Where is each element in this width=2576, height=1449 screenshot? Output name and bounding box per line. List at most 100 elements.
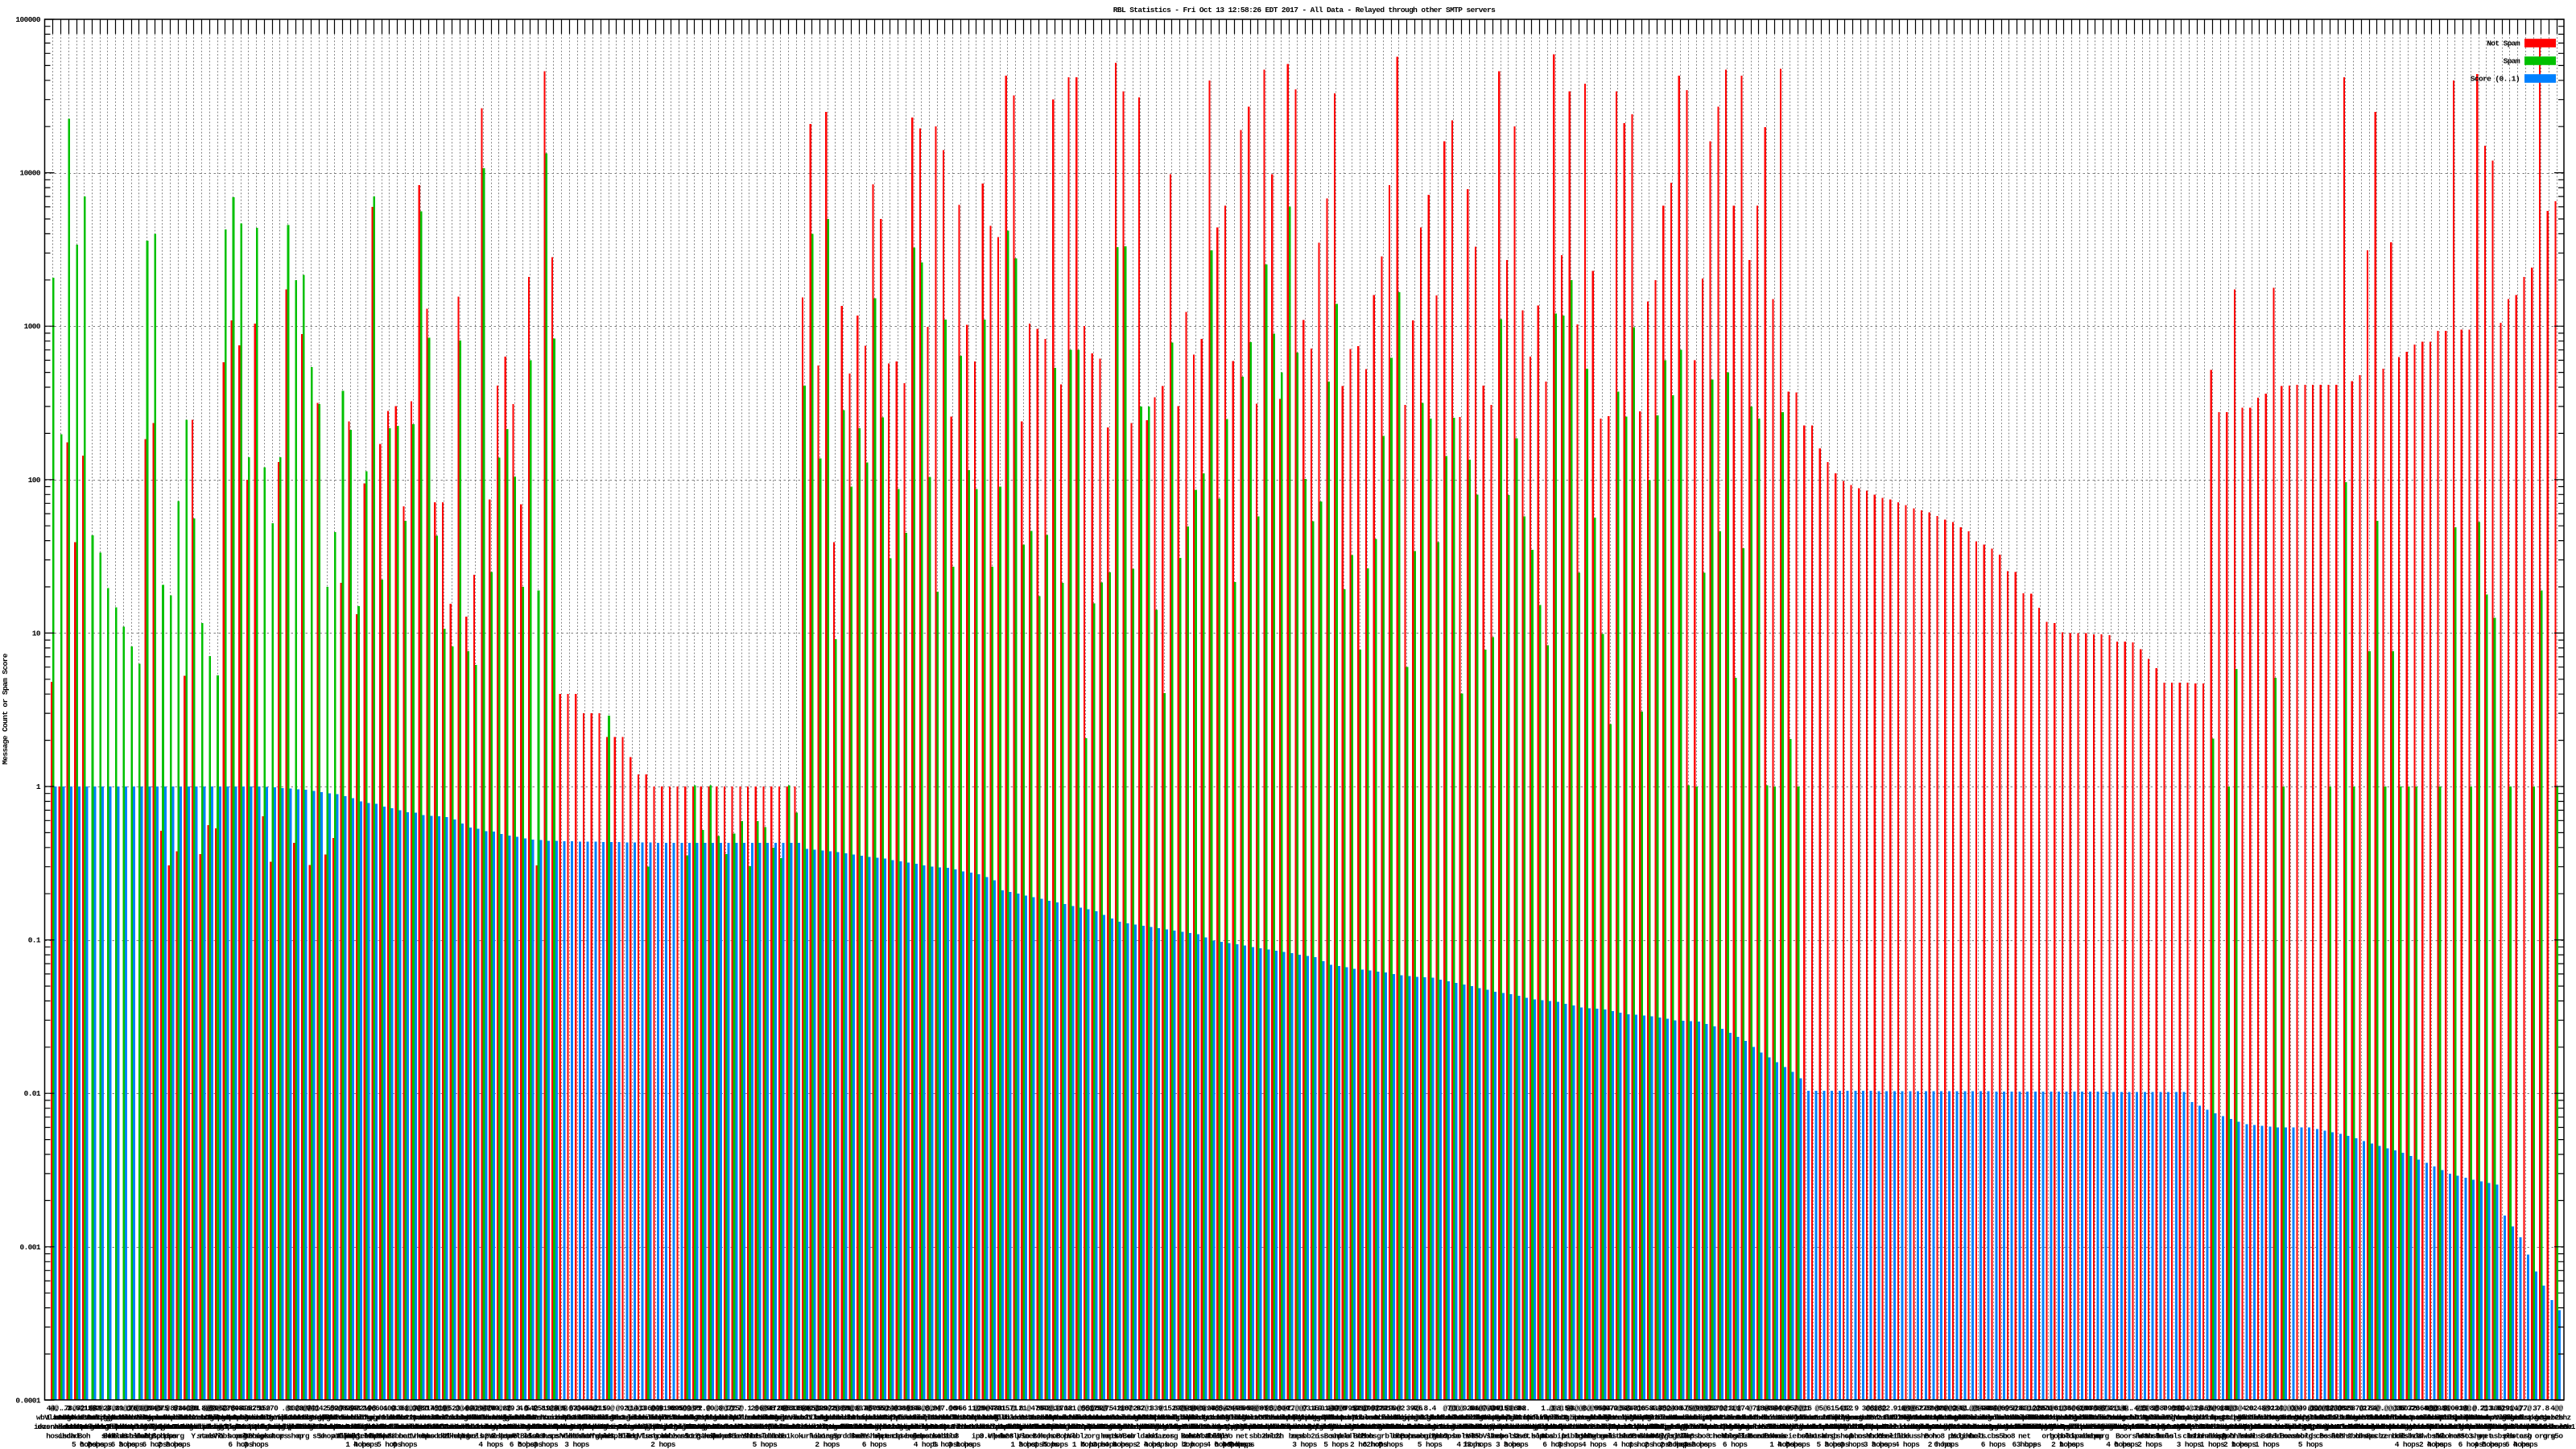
svg-text:bldld2: bldld2 xyxy=(1340,1432,1365,1441)
svg-text:sp2.bbanV: sp2.bbanV xyxy=(378,1432,416,1441)
svg-text:775.@2: 775.@2 xyxy=(1918,1404,1944,1413)
svg-text:chdad: chdad xyxy=(58,1432,79,1441)
svg-text:neldenchsb: neldenchsb xyxy=(2153,1422,2194,1431)
svg-text:sho: sho xyxy=(1330,1432,1343,1441)
svg-text:.@@@99: .@@@99 xyxy=(1965,1404,1991,1413)
svg-text:blhos1.: blhos1. xyxy=(1181,1414,1210,1422)
svg-text:9.2@87: 9.2@87 xyxy=(823,1404,848,1413)
svg-text:nsblieieldgewb: nsblieieldgewb xyxy=(1886,1422,1944,1431)
svg-text:grstur: grstur xyxy=(259,1432,285,1441)
svg-text:0.raenabisb: 0.raenabisb xyxy=(2511,1422,2557,1431)
svg-text:3 hops: 3 hops xyxy=(1824,1440,1850,1449)
svg-text:stkob1: stkob1 xyxy=(924,1432,950,1441)
svg-text:1.stb2zenb2wbie: 1.stb2zenb2wbie xyxy=(828,1422,890,1431)
svg-text:orb2sthowbbl: orb2sthowbbl xyxy=(1460,1414,1510,1422)
svg-text:2.Boorl: 2.Boorl xyxy=(1705,1414,1735,1422)
svg-text:@7@1: @7@1 xyxy=(303,1404,320,1413)
svg-text:orhodusVls: orhodusVls xyxy=(1526,1422,1568,1431)
svg-text:blenVlurg: blenVlurg xyxy=(621,1432,658,1441)
svg-text:endustsda: endustsda xyxy=(1732,1414,1770,1422)
svg-text:pso: pso xyxy=(993,1432,1006,1441)
svg-text:ch1.nsransgrasb: ch1.nsransgrasb xyxy=(1493,1422,1555,1431)
svg-text:bbzensb: bbzensb xyxy=(1619,1432,1649,1441)
svg-text:31571: 31571 xyxy=(997,1404,1018,1413)
svg-text:blkodats2.: blkodats2. xyxy=(650,1414,691,1422)
svg-text:701: 701 xyxy=(993,1404,1006,1413)
svg-text:ipldslVl: ipldslVl xyxy=(2141,1414,2175,1422)
svg-text:4 hops: 4 hops xyxy=(1456,1440,1482,1449)
svg-text:43@95: 43@95 xyxy=(1224,1404,1245,1413)
svg-text:org: org xyxy=(140,1432,153,1441)
svg-text:.95: .95 xyxy=(688,1404,701,1413)
svg-text:hhnechl: hhnechl xyxy=(109,1432,138,1441)
svg-text:7.@91: 7.@91 xyxy=(2163,1404,2184,1413)
svg-text:tszesbnsY.d: tszesbnsY.d xyxy=(242,1414,287,1422)
svg-text:ipurchlizeh: ipurchlizeh xyxy=(147,1414,193,1422)
svg-text:1.slBosls: 1.slBosls xyxy=(1724,1422,1762,1431)
svg-text:9@.72.: 9@.72. xyxy=(1597,1404,1622,1413)
svg-text:@40@: @40@ xyxy=(1773,1404,1790,1413)
svg-text:hop: hop xyxy=(1393,1432,1406,1441)
svg-text:1 hops: 1 hops xyxy=(2231,1440,2257,1449)
svg-text:b2nsneorwb: b2nsneorwb xyxy=(2466,1414,2508,1422)
svg-text:6 hops: 6 hops xyxy=(2458,1440,2484,1449)
svg-text:6 hops: 6 hops xyxy=(510,1440,535,1449)
svg-text:zegrchdatsorddd: zegrchdatsorddd xyxy=(2479,1422,2541,1431)
svg-text:3@@: 3@@ xyxy=(1862,1404,1875,1413)
svg-text:iptsneddspbldn: iptsneddspbldn xyxy=(251,1422,309,1431)
svg-text:472406: 472406 xyxy=(768,1404,794,1413)
svg-text:@080: @080 xyxy=(412,1404,429,1413)
svg-text:61541: 61541 xyxy=(1827,1404,1847,1413)
svg-text:urenslor0.: urenslor0. xyxy=(1972,1414,2013,1422)
svg-text:Boasbblds: Boasbblds xyxy=(2280,1432,2318,1441)
svg-text:@49192: @49192 xyxy=(650,1404,676,1413)
svg-text:wbchtsb1ddra1.: wbchtsb1ddra1. xyxy=(1503,1422,1560,1431)
svg-text:hhabipk: hhabipk xyxy=(2198,1432,2227,1441)
svg-text:en0.gezegel: en0.gezegel xyxy=(1712,1422,1758,1431)
svg-text:Bohhgriespdusbb: Bohhgriespdusbb xyxy=(1102,1422,1164,1431)
svg-text:4 hops: 4 hops xyxy=(1113,1440,1138,1449)
svg-text:3 hops: 3 hops xyxy=(1496,1440,1521,1449)
svg-text:ho8: ho8 xyxy=(1682,1432,1695,1441)
svg-text:1.geneY.gr: 1.geneY.gr xyxy=(1393,1414,1435,1422)
svg-text:isenhhBoBoddb10: isenhhBoBoddb10 xyxy=(1328,1422,1390,1431)
svg-text:sho: sho xyxy=(2190,1432,2203,1441)
svg-text:ip2.abips: ip2.abips xyxy=(199,1422,237,1431)
svg-text:ddslhhspspblab: ddslhhspspblab xyxy=(1463,1422,1521,1431)
svg-text:org: org xyxy=(2519,1432,2532,1441)
svg-text:bldorieldasb: bldorieldasb xyxy=(740,1422,790,1431)
svg-text:iskolisll: iskolisll xyxy=(1435,1422,1472,1431)
svg-text:542.19: 542.19 xyxy=(526,1404,551,1413)
svg-text:4 hops: 4 hops xyxy=(2427,1440,2453,1449)
svg-text:@@@: @@@ xyxy=(438,1404,451,1413)
svg-text:b1hhnegrorVl2: b1hhnegrorVl2 xyxy=(65,1422,119,1431)
svg-text:37.8: 37.8 xyxy=(2533,1404,2549,1413)
svg-text:.6@15@: .6@15@ xyxy=(72,1404,97,1413)
svg-text:bbhhBoBoani: bbhhBoBoani xyxy=(155,1422,201,1431)
svg-text:slurs: slurs xyxy=(238,1432,259,1441)
svg-text:ld2.abb1ip1.: ld2.abb1ip1. xyxy=(1194,1422,1243,1431)
svg-text:b2slVlc: b2slVlc xyxy=(1001,1432,1030,1441)
svg-text:zenhoszenhhb: zenhoszenhhb xyxy=(1984,1414,2034,1422)
svg-text:sbVlldY: sbVlldY xyxy=(571,1414,601,1422)
svg-text:stddipasbbb: stddipasbbb xyxy=(1032,1414,1078,1422)
svg-text:sbdusspisda: sbdusspisda xyxy=(679,1414,725,1422)
svg-text:5 hops: 5 hops xyxy=(932,1440,958,1449)
svg-text:.@64: .@64 xyxy=(944,1404,961,1413)
svg-text:0@533: 0@533 xyxy=(778,1404,799,1413)
svg-text:1 hops: 1 hops xyxy=(956,1440,981,1449)
svg-text:isliornegr: isliornegr xyxy=(2426,1422,2468,1431)
svg-text:anipY.gege3.: anipY.gege3. xyxy=(2477,1414,2526,1422)
svg-text:.@1: .@1 xyxy=(281,1404,294,1413)
svg-text:bldVlb2zensbld: bldVlb2zensbld xyxy=(1769,1422,1827,1431)
svg-text:b1b2wbgel: b1b2wbgel xyxy=(1575,1432,1613,1441)
svg-text:gewbabspwbc: gewbabspwbc xyxy=(1533,1422,1579,1431)
svg-text:hhb1sbld0: hhb1sbld0 xyxy=(848,1414,886,1422)
svg-text:dabbipddc: dabbipddc xyxy=(136,1432,174,1441)
svg-text:ipgrldie: ipgrldie xyxy=(318,1414,352,1422)
svg-text:Y.ip3.nsbl: Y.ip3.nsbl xyxy=(1612,1414,1654,1422)
svg-text:anipt: anipt xyxy=(332,1432,353,1441)
svg-text:geasbabda1.: geasbabda1. xyxy=(1845,1414,1890,1422)
svg-text:9.63: 9.63 xyxy=(561,1404,578,1413)
svg-text:6 hops: 6 hops xyxy=(1981,1440,2007,1449)
